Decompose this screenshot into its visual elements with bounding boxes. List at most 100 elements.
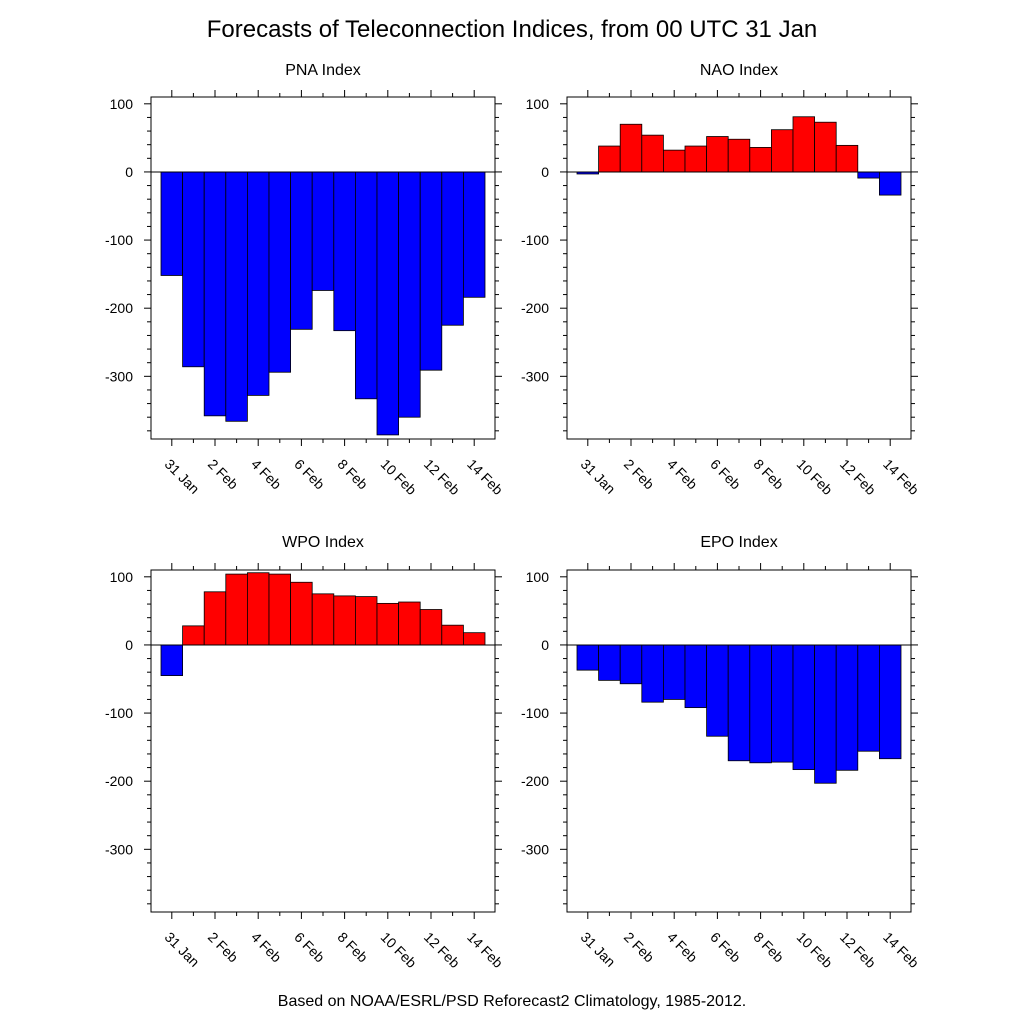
nao-index-chart: 100 0 -100 -200 -300 31 Jan 2 Feb 4 Feb 6 Feb 8 F…: [521, 90, 922, 498]
wpo-bar-10-feb: [376, 602, 400, 646]
nao-xtick-label: 31 Jan: [578, 456, 619, 497]
epo-ytick-label: 100: [526, 569, 550, 585]
pna-xtick-label: 4 Feb: [248, 456, 285, 493]
nao-ytick-label: -200: [521, 300, 549, 316]
nao-xtick-label: 4 Feb: [664, 456, 701, 493]
epo-xtick-label: 2 Feb: [621, 929, 658, 966]
wpo-xtick-label: 31 Jan: [162, 929, 203, 970]
pna-xtick-label: 6 Feb: [291, 456, 328, 493]
pna-bar-6-feb: [290, 171, 313, 330]
nao-bar-13-feb: [857, 171, 880, 179]
pna-bar-7-feb: [311, 171, 335, 291]
nao-bar-9-feb: [771, 129, 794, 173]
wpo-ytick-label: -200: [105, 773, 133, 789]
wpo-ytick-label: 100: [110, 569, 134, 585]
epo-bar-8-feb: [749, 644, 772, 764]
pna-bar-3-feb: [225, 171, 248, 422]
wpo-bar-3-feb: [225, 573, 248, 646]
climatology-footnote: Based on NOAA/ESRL/PSD Reforecast2 Clima…: [277, 993, 747, 1010]
pna-xtick-label: 31 Jan: [162, 456, 203, 497]
nao-bar-1-feb: [598, 145, 621, 173]
wpo-ytick-label: -300: [105, 841, 133, 857]
pna-bar-31-jan: [160, 171, 184, 276]
wpo-bar-14-feb: [462, 632, 486, 646]
pna-bar-4-feb: [246, 171, 270, 396]
epo-xtick-label: 8 Feb: [750, 929, 787, 966]
nao-xtick-label: 8 Feb: [750, 456, 787, 493]
pna-ytick-label: 0: [125, 164, 133, 180]
nao-bar-6-feb: [706, 136, 729, 173]
wpo-xtick-label: 8 Feb: [334, 929, 371, 966]
chart-main-title: Forecasts of Teleconnection Indices, fro…: [206, 16, 818, 43]
wpo-xtick-label: 6 Feb: [291, 929, 328, 966]
wpo-xtick-label: 10 Feb: [378, 929, 420, 971]
wpo-bar-1-feb: [182, 625, 205, 646]
epo-bar-9-feb: [771, 644, 794, 763]
pna-ytick-label: 100: [110, 96, 134, 112]
nao-bar-5-feb: [684, 145, 708, 173]
epo-ytick-label: -200: [521, 773, 549, 789]
epo-bar-10-feb: [792, 644, 816, 771]
nao-bar-3-feb: [641, 134, 664, 173]
nao-bar-14-feb: [879, 171, 902, 196]
pna-xtick-label: 8 Feb: [334, 456, 371, 493]
wpo-xtick-label: 14 Feb: [464, 929, 506, 971]
wpo-bar-6-feb: [290, 581, 313, 646]
pna-bar-2-feb: [203, 171, 227, 417]
pna-xtick-label: 2 Feb: [205, 456, 242, 493]
epo-bar-3-feb: [641, 644, 664, 703]
epo-xtick-label: 14 Feb: [880, 929, 922, 971]
epo-bar-13-feb: [857, 644, 880, 752]
epo-index-chart: 100 0 -100 -200 -300 31 Jan 2 Feb 4 Feb 6 Feb 8 F…: [521, 563, 922, 971]
nao-xtick-label: 2 Feb: [621, 456, 658, 493]
nao-ytick-label: -300: [521, 368, 549, 384]
pna-bar-9-feb: [354, 171, 378, 400]
epo-panel-title: EPO Index: [700, 534, 778, 551]
nao-bar-8-feb: [749, 147, 772, 173]
pna-bar-1-feb: [182, 171, 205, 368]
wpo-bar-7-feb: [311, 593, 335, 646]
wpo-ytick-label: 0: [125, 637, 133, 653]
wpo-bar-11-feb: [398, 601, 421, 646]
epo-bar-4-feb: [663, 644, 686, 700]
nao-bar-2-feb: [619, 123, 643, 173]
nao-xtick-label: 6 Feb: [707, 456, 744, 493]
epo-ytick-label: -100: [521, 705, 549, 721]
epo-xtick-label: 6 Feb: [707, 929, 744, 966]
epo-bar-11-feb: [814, 644, 837, 784]
epo-xtick-label: 10 Feb: [794, 929, 836, 971]
wpo-bar-4-feb: [246, 572, 270, 646]
epo-bar-12-feb: [835, 644, 859, 771]
nao-bar-10-feb: [792, 116, 816, 173]
epo-bar-31-jan: [576, 644, 600, 671]
pna-xtick-label: 10 Feb: [378, 456, 420, 498]
wpo-xtick-label: 12 Feb: [421, 929, 463, 971]
nao-ytick-label: -100: [521, 232, 549, 248]
epo-bar-7-feb: [727, 644, 751, 762]
wpo-panel-title: WPO Index: [282, 534, 364, 551]
nao-bar-11-feb: [814, 121, 837, 173]
wpo-bar-2-feb: [203, 591, 227, 646]
wpo-xtick-label: 2 Feb: [205, 929, 242, 966]
pna-ytick-label: -200: [105, 300, 133, 316]
pna-bar-14-feb: [462, 171, 486, 298]
pna-xtick-label: 12 Feb: [421, 456, 463, 498]
pna-bar-13-feb: [441, 171, 464, 326]
nao-bar-4-feb: [663, 149, 686, 173]
nao-xtick-label: 12 Feb: [837, 456, 879, 498]
pna-panel-title: PNA Index: [285, 62, 361, 79]
wpo-ytick-label: -100: [105, 705, 133, 721]
epo-xtick-label: 4 Feb: [664, 929, 701, 966]
wpo-bar-9-feb: [354, 596, 378, 646]
epo-bar-5-feb: [684, 644, 708, 709]
epo-ytick-label: -300: [521, 841, 549, 857]
pna-index-chart: 100 0 -100 -200 -300 31 Jan 2 Feb 4 Feb 6 Feb 8 F…: [105, 90, 506, 498]
epo-xtick-label: 31 Jan: [578, 929, 619, 970]
wpo-bar-5-feb: [268, 573, 292, 646]
epo-ytick-label: 0: [541, 637, 549, 653]
wpo-bar-31-jan: [160, 644, 184, 677]
pna-bar-10-feb: [376, 171, 400, 436]
wpo-bar-13-feb: [441, 624, 464, 646]
epo-bar-14-feb: [879, 644, 902, 760]
